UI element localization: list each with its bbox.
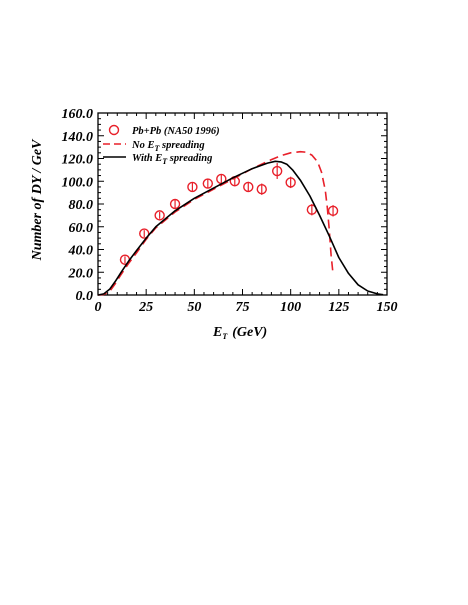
x-tick-label: 50 <box>187 300 201 315</box>
x-tick-label: 150 <box>377 300 398 315</box>
data-point <box>202 178 214 189</box>
x-tick-label: 25 <box>138 300 153 315</box>
data-marker <box>154 210 165 221</box>
data-marker <box>256 184 267 195</box>
x-tick-label: 0 <box>95 300 102 315</box>
x-tick-label: 125 <box>328 300 349 315</box>
data-marker <box>169 198 181 210</box>
y-tick-label: 80.0 <box>69 198 94 213</box>
y-tick-label: 160.0 <box>62 107 94 122</box>
data-point <box>271 163 283 179</box>
series-line-no-spreading <box>97 150 334 296</box>
y-tick-label: 40.0 <box>68 244 94 259</box>
data-point <box>243 181 254 193</box>
x-axis-title: ET (GeV) <box>212 325 267 341</box>
data-point <box>154 210 165 221</box>
data-marker <box>327 205 339 217</box>
data-point <box>169 198 181 210</box>
series-layer <box>97 150 384 296</box>
legend-label-no-spreading: No ET spreading <box>131 140 205 153</box>
legend: Pb+Pb (NA50 1996) No ET spreading With E… <box>103 124 220 166</box>
data-point <box>187 181 198 193</box>
legend-label-with-spreading: With ET spreading <box>132 153 212 166</box>
data-marker <box>271 165 283 177</box>
data-point <box>139 228 150 239</box>
y-tick-label: 20.0 <box>68 266 94 281</box>
x-tick-label: 100 <box>280 300 301 315</box>
y-tick-label: 0.0 <box>76 289 94 304</box>
y-tick-label: 100.0 <box>62 175 94 190</box>
data-point <box>327 205 339 217</box>
data-marker <box>187 181 198 193</box>
legend-label-data: Pb+Pb (NA50 1996) <box>132 126 220 137</box>
data-marker <box>202 178 214 189</box>
y-tick-label: 140.0 <box>62 130 94 145</box>
data-point <box>256 183 267 195</box>
x-tick-label: 75 <box>236 300 250 315</box>
y-axis-title: Number of DY / GeV <box>30 138 45 261</box>
series-line-with-spreading <box>97 160 384 296</box>
legend-marker-data <box>108 124 120 136</box>
y-tick-label: 60.0 <box>69 221 94 236</box>
x-axis: 0 25 50 75 100 125 150 <box>95 113 398 315</box>
y-tick-label: 120.0 <box>62 153 94 168</box>
data-point <box>285 176 296 189</box>
data-marker <box>139 228 150 239</box>
y-axis: 0.0 20.0 40.0 60.0 80.0 100.0 120.0 140.0 160.0 <box>62 107 387 304</box>
data-marker <box>243 181 254 193</box>
data-marker <box>285 177 296 188</box>
